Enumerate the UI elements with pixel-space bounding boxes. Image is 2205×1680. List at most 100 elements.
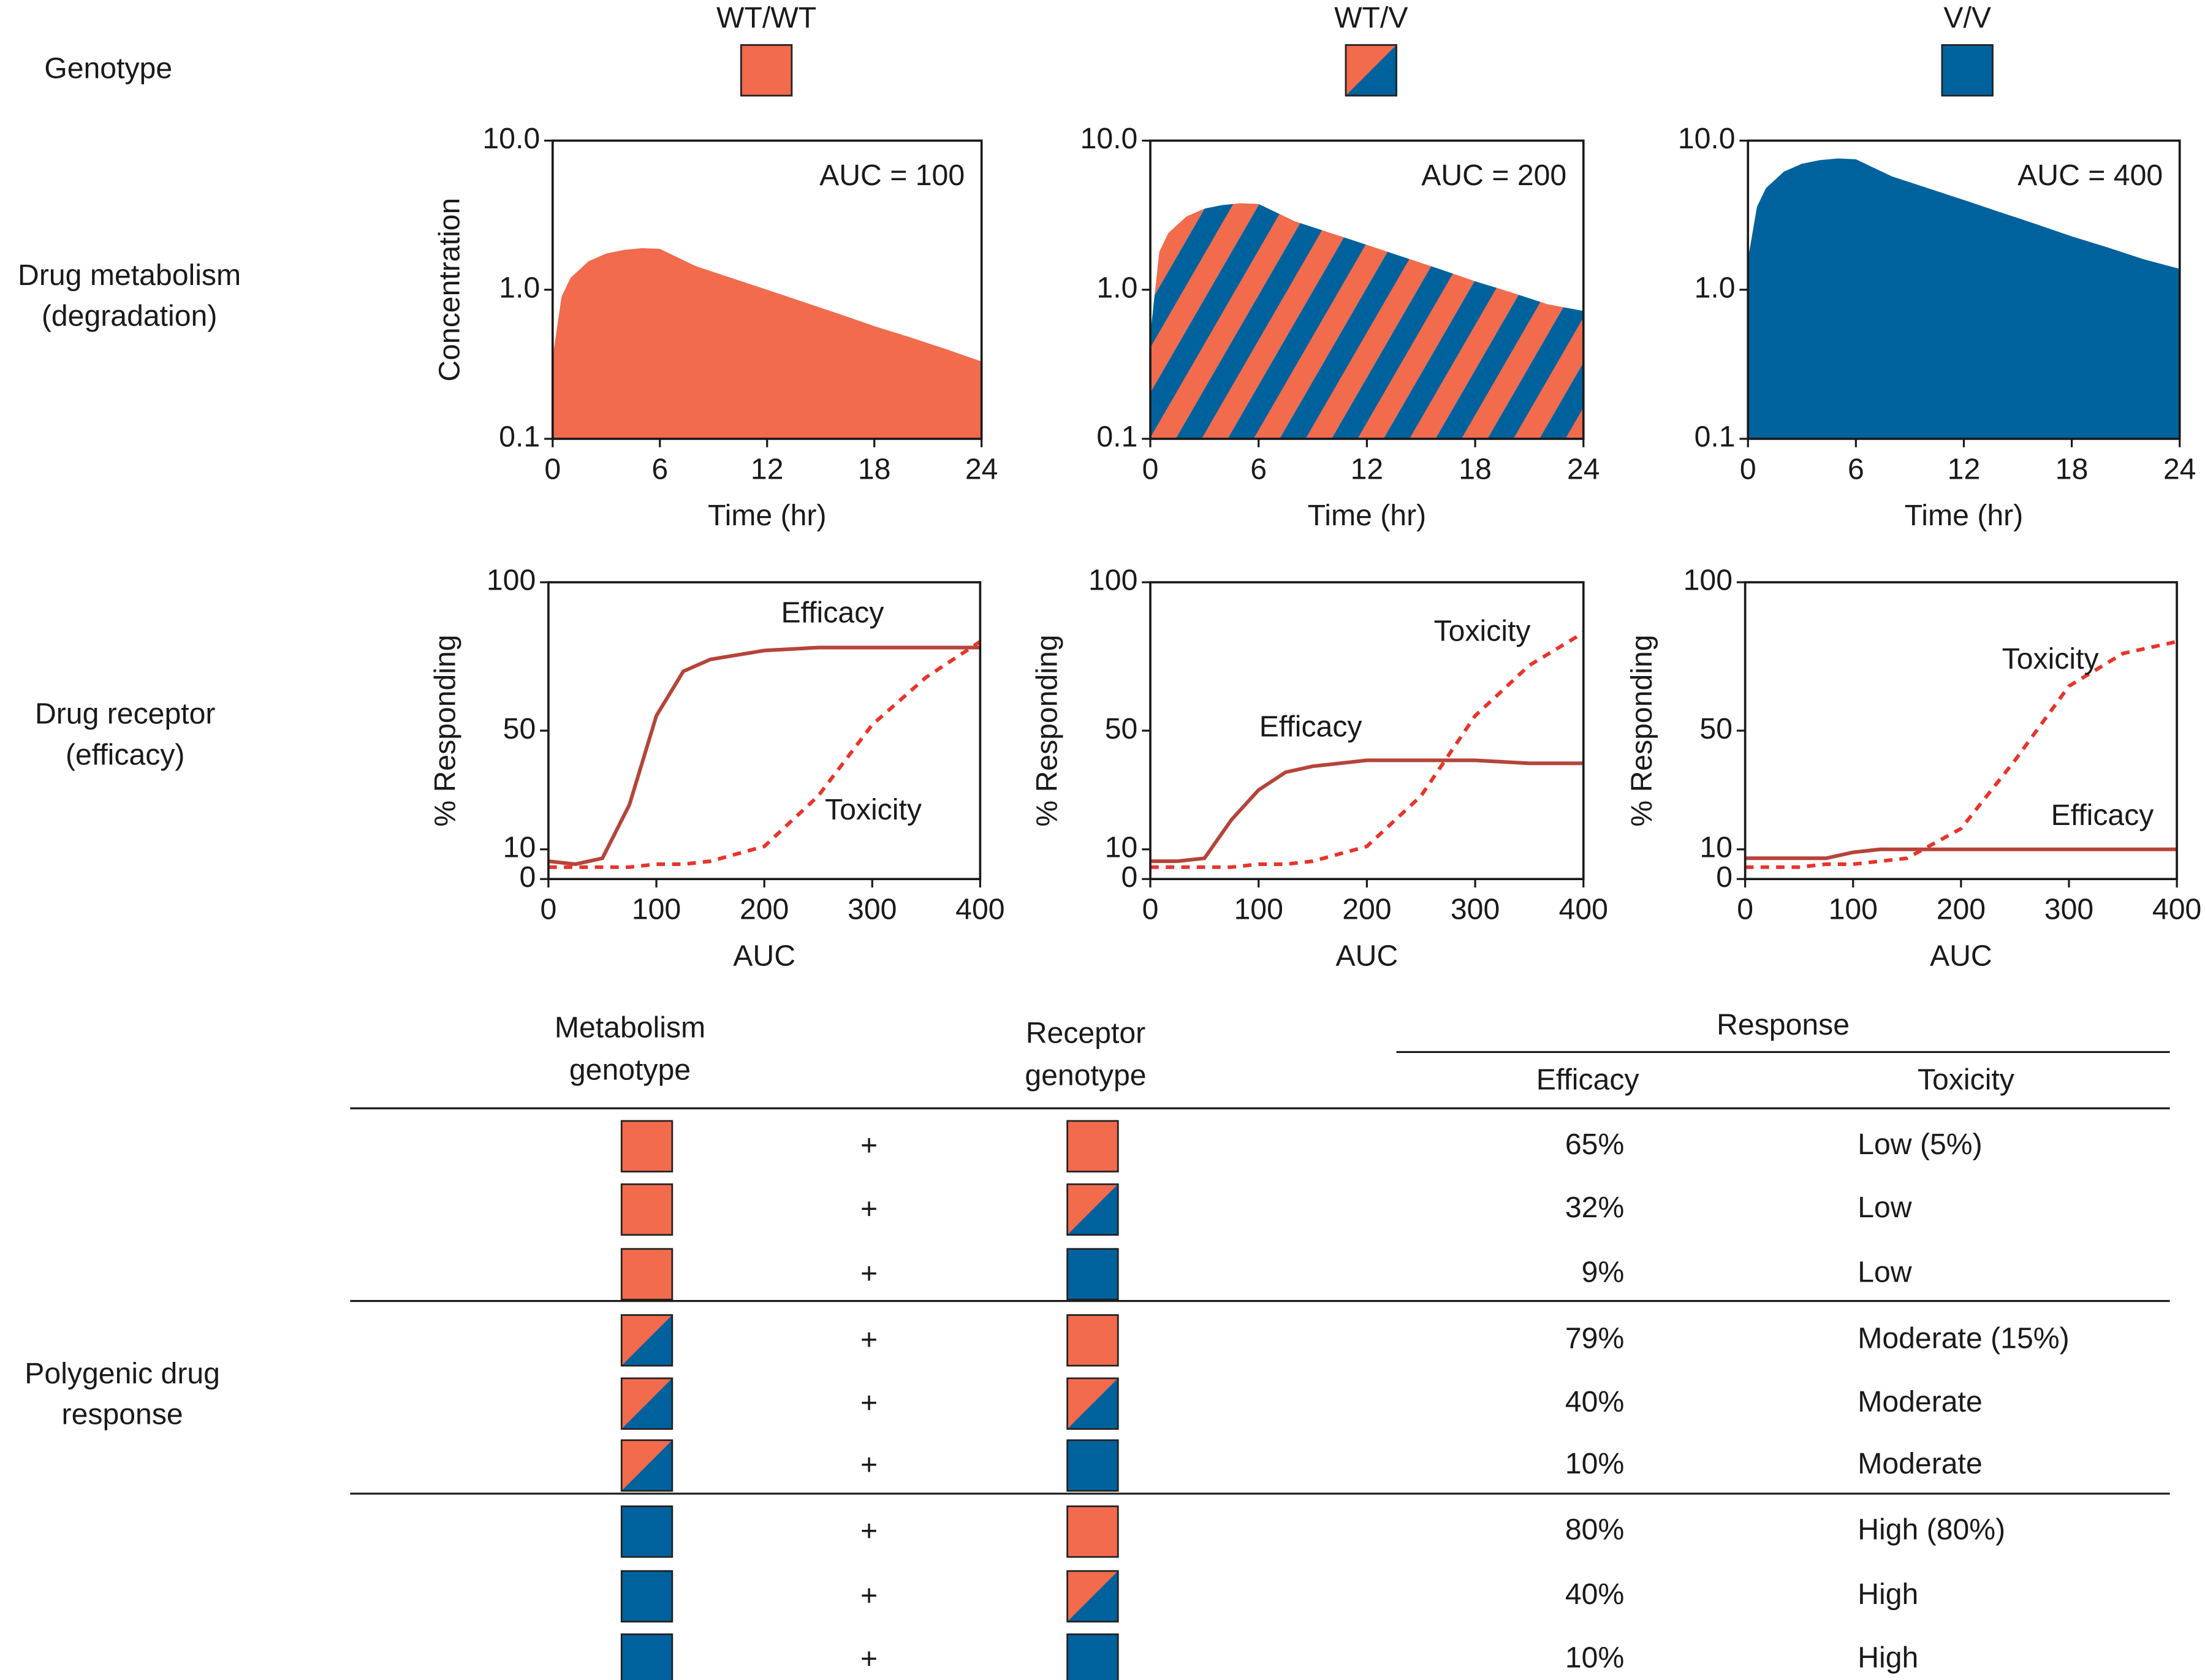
plus-sign: +	[860, 1386, 878, 1420]
genotype-swatch	[620, 1570, 674, 1623]
genotype-swatch	[1066, 1439, 1119, 1492]
series-line	[1150, 631, 1584, 869]
genotype-swatch	[620, 1248, 674, 1301]
plus-sign: +	[860, 1448, 878, 1481]
y-axis-label: % Responding	[1625, 634, 1658, 826]
genotype-swatch	[1066, 1248, 1119, 1301]
area	[552, 248, 982, 439]
genotype-swatch	[1066, 1183, 1119, 1236]
table-header: Metabolism	[555, 1011, 705, 1044]
x-tick-label: 300	[1451, 893, 1500, 926]
genotype-swatch	[1066, 1377, 1119, 1430]
y-tick-label: 0.1	[1695, 420, 1736, 454]
genotype-swatch	[1345, 44, 1397, 97]
x-tick-label: 0	[541, 893, 557, 926]
efficacy-cell: 80%	[1565, 1513, 1624, 1546]
swatch-part	[1067, 1440, 1118, 1491]
efficacy-cell: 65%	[1565, 1128, 1624, 1161]
y-tick-label: 0.1	[1096, 420, 1137, 454]
toxicity-cell: High	[1858, 1578, 1918, 1611]
toxicity-cell: Low	[1858, 1191, 1912, 1224]
row-label: Polygenic drug	[25, 1357, 220, 1390]
genotype-swatch	[1066, 1505, 1119, 1558]
toxicity-cell: Low	[1858, 1256, 1912, 1289]
y-tick-label: 10	[1699, 830, 1733, 864]
y-tick-label: 0	[1716, 861, 1733, 894]
y-tick-label: 100	[1088, 564, 1137, 597]
table-header: Efficacy	[1536, 1063, 1639, 1096]
y-axis-label: % Responding	[428, 634, 461, 826]
efficacy-cell: 40%	[1565, 1385, 1624, 1418]
genotype-swatch	[1941, 44, 1994, 97]
plus-sign: +	[860, 1643, 878, 1676]
x-tick-label: 0	[1740, 452, 1756, 485]
swatch-part	[741, 45, 792, 96]
toxicity-cell: High	[1858, 1641, 1918, 1674]
series-line	[548, 645, 981, 866]
row-label: (degradation)	[42, 299, 218, 332]
genotype-swatch	[620, 1505, 674, 1558]
series-line	[1150, 758, 1584, 864]
toxicity-cell: High (80%)	[1858, 1513, 2005, 1546]
x-tick-label: 6	[651, 452, 668, 485]
series-label: Toxicity	[825, 793, 922, 826]
x-tick-label: 200	[1342, 893, 1391, 926]
x-tick-label: 6	[1848, 452, 1864, 485]
x-tick-label: 18	[858, 452, 891, 485]
genotype-swatch	[620, 1314, 674, 1367]
genotype-label: WT/V	[1334, 1, 1408, 34]
swatch-part	[621, 1506, 672, 1557]
y-tick-label: 100	[487, 564, 536, 597]
y-tick-label: 100	[1683, 564, 1733, 597]
swatch-part	[621, 1571, 672, 1622]
toxicity-cell: Moderate	[1858, 1385, 1983, 1418]
series-label: Efficacy	[1259, 710, 1362, 743]
x-tick-label: 12	[751, 452, 784, 485]
annotation: AUC = 200	[1421, 159, 1566, 192]
plot-frame	[1744, 581, 2178, 881]
y-axis-label: % Responding	[1031, 634, 1064, 826]
series-label: Toxicity	[2002, 642, 2099, 675]
genotype-swatch	[620, 1439, 674, 1492]
row-label: Genotype	[44, 51, 172, 85]
y-tick-label: 0.1	[499, 420, 540, 454]
genotype-swatch	[1066, 1314, 1119, 1367]
y-tick-label: 1.0	[1096, 271, 1137, 304]
x-axis-label: Time (hr)	[708, 499, 827, 532]
x-axis-label: Time (hr)	[1905, 499, 2024, 532]
genotype-swatch	[740, 44, 793, 97]
genotype-swatch	[620, 1633, 674, 1680]
series-line	[548, 640, 981, 869]
toxicity-cell: Moderate	[1858, 1447, 1983, 1480]
genotype-swatch	[620, 1377, 674, 1430]
x-tick-label: 0	[1142, 452, 1159, 485]
y-tick-label: 50	[503, 712, 536, 745]
x-tick-label: 400	[955, 893, 1004, 926]
table-header: genotype	[1025, 1059, 1146, 1092]
row-label: response	[62, 1397, 183, 1431]
x-tick-label: 400	[1559, 893, 1608, 926]
x-tick-label: 24	[1567, 452, 1600, 485]
genotype-label: WT/WT	[716, 1, 816, 34]
table-header: genotype	[569, 1053, 691, 1086]
table-header: Response	[1717, 1008, 1850, 1041]
series-line	[1745, 847, 2177, 861]
x-tick-label: 18	[2055, 452, 2089, 485]
y-tick-label: 1.0	[1695, 271, 1736, 304]
swatch-part	[621, 1440, 672, 1491]
plus-sign: +	[860, 1257, 878, 1290]
swatch-part	[621, 1634, 672, 1680]
table-header: Receptor	[1026, 1017, 1145, 1050]
toxicity-cell: Low (5%)	[1858, 1128, 1982, 1161]
x-tick-label: 0	[1737, 893, 1753, 926]
x-tick-label: 200	[1937, 893, 1986, 926]
y-tick-label: 10	[503, 830, 536, 864]
swatch-part	[1067, 1571, 1118, 1622]
row-label: Drug metabolism	[18, 259, 241, 292]
annotation: AUC = 400	[2017, 159, 2163, 192]
efficacy-cell: 40%	[1565, 1578, 1624, 1611]
efficacy-cell: 79%	[1565, 1322, 1624, 1355]
x-axis-label: AUC	[733, 939, 795, 972]
x-tick-label: 6	[1250, 452, 1267, 485]
x-tick-label: 100	[1829, 893, 1878, 926]
